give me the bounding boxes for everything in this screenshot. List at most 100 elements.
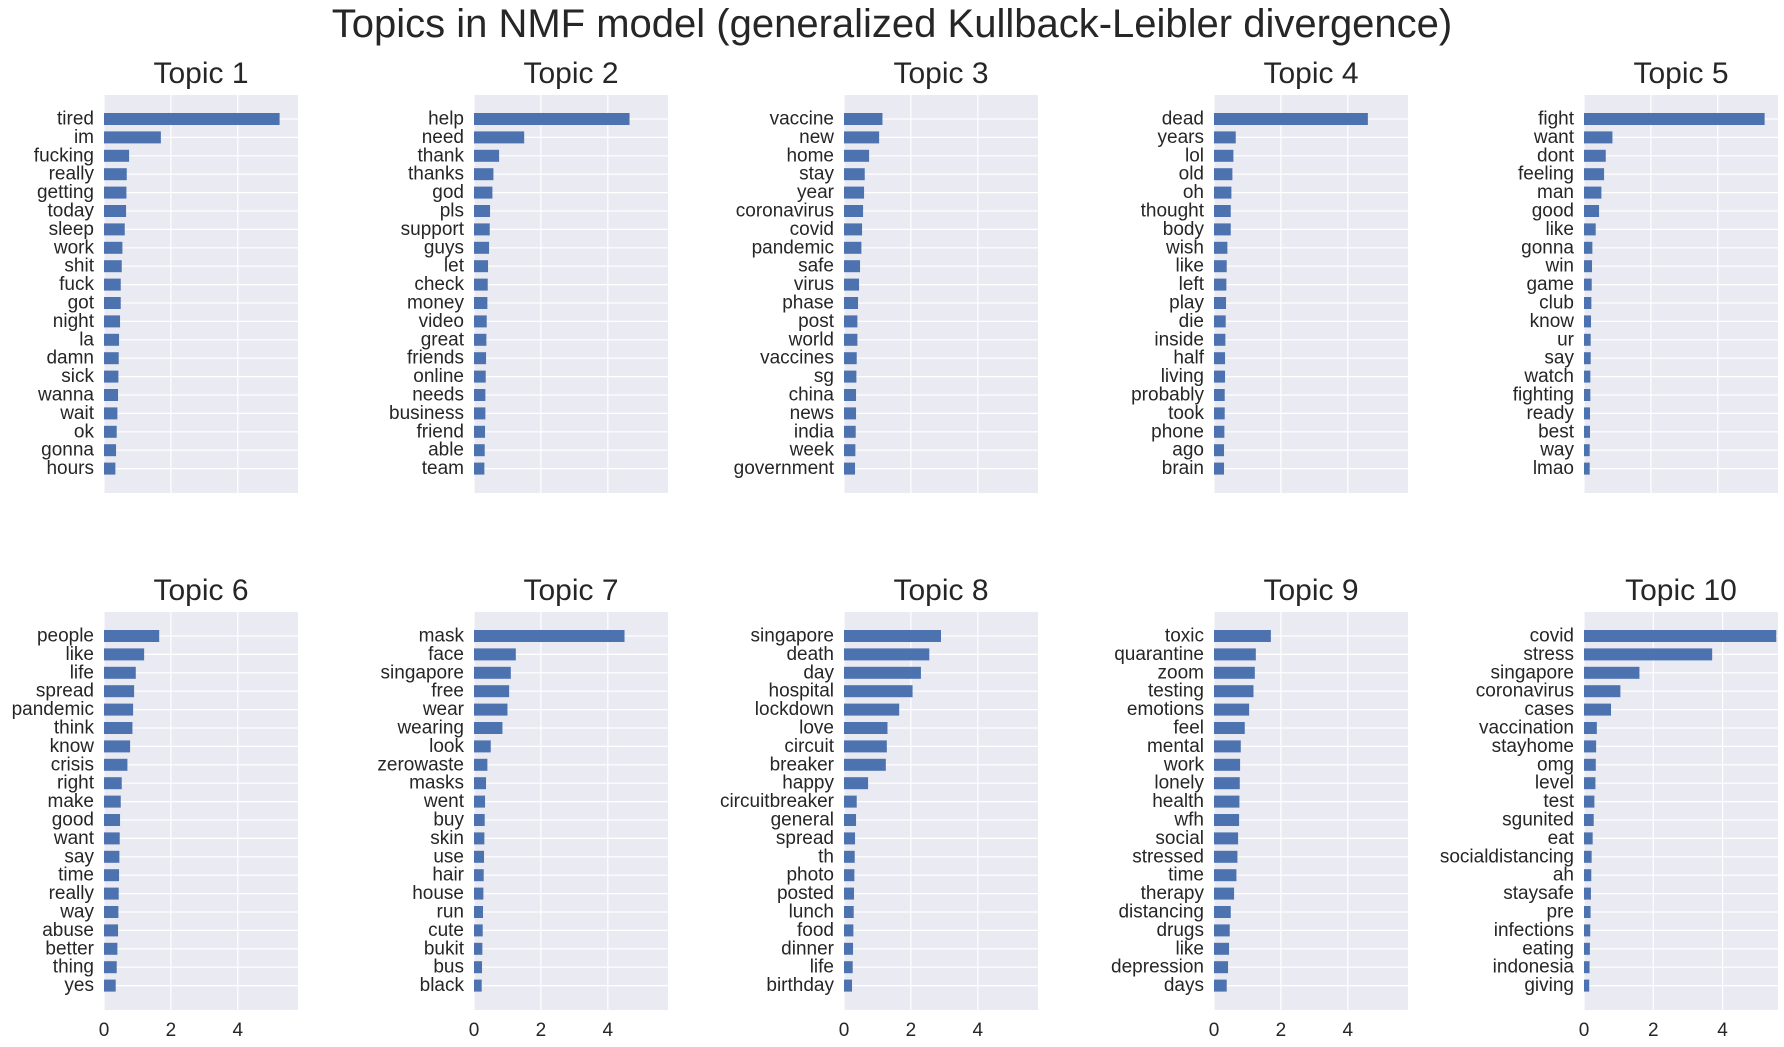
bar: [104, 869, 120, 882]
word-label: like: [1175, 256, 1204, 277]
word-label: spread: [776, 828, 834, 849]
word-label: old: [1179, 164, 1204, 185]
bar: [104, 407, 118, 420]
word-label: ok: [74, 421, 95, 442]
word-label: singapore: [751, 626, 834, 647]
bar: [1584, 979, 1590, 992]
word-label: masks: [409, 773, 464, 794]
word-label: brain: [1162, 458, 1204, 479]
bar: [1584, 648, 1713, 661]
word-label: breaker: [770, 754, 835, 775]
word-label: eat: [1548, 828, 1575, 849]
bar: [844, 186, 865, 199]
bar: [844, 814, 857, 826]
word-label: game: [1526, 274, 1574, 295]
bar: [1214, 906, 1231, 918]
word-label: life: [70, 662, 94, 683]
bar: [1584, 186, 1602, 199]
bar: [1214, 425, 1225, 438]
bar: [1214, 648, 1256, 661]
bar: [1214, 278, 1227, 291]
axes-background: [1214, 95, 1408, 493]
bar: [844, 425, 856, 438]
word-label: like: [1545, 219, 1574, 240]
word-label: black: [420, 975, 465, 996]
bar: [1214, 777, 1240, 790]
bar: [474, 407, 486, 420]
word-label: mental: [1147, 736, 1204, 757]
word-label: posted: [777, 883, 834, 904]
word-label: world: [788, 329, 834, 350]
bar: [104, 168, 127, 181]
word-label: bus: [433, 957, 464, 978]
bar: [1214, 869, 1237, 882]
bar: [104, 149, 130, 162]
word-label: time: [58, 865, 94, 886]
word-label: look: [429, 736, 464, 757]
bar: [474, 149, 500, 162]
word-label: wish: [1165, 237, 1204, 258]
bar: [474, 887, 484, 900]
bar: [1214, 832, 1239, 845]
word-label: social: [1155, 828, 1204, 849]
bar: [104, 814, 121, 826]
word-label: love: [799, 718, 834, 739]
bar: [844, 887, 855, 900]
word-label: buy: [433, 810, 464, 831]
bar: [1584, 795, 1595, 808]
bar: [844, 407, 857, 420]
word-label: covid: [790, 219, 834, 240]
word-label: friends: [407, 348, 464, 369]
word-label: work: [53, 237, 95, 258]
bar: [474, 924, 483, 937]
bar: [474, 186, 493, 199]
word-label: level: [1535, 773, 1574, 794]
word-label: eating: [1522, 938, 1574, 959]
bar: [104, 685, 135, 698]
bar: [104, 942, 118, 955]
topic-panel-9: toxicquarantinezoomtestingemotionsfeelme…: [1111, 574, 1408, 1041]
panel-title: Topic 8: [893, 574, 988, 607]
bar: [104, 352, 119, 365]
word-label: team: [422, 458, 464, 479]
bar: [474, 352, 487, 365]
bar: [474, 113, 630, 125]
bar: [104, 666, 136, 679]
bar: [1584, 869, 1592, 882]
word-label: want: [1533, 127, 1575, 148]
word-label: fuck: [59, 274, 94, 295]
word-label: ago: [1172, 440, 1204, 461]
bar: [1214, 685, 1254, 698]
topic-panel-6: peoplelikelifespreadpandemicthinkknowcri…: [12, 574, 298, 1041]
word-label: great: [421, 329, 465, 350]
panel-title: Topic 10: [1625, 574, 1737, 607]
word-label: fight: [1538, 109, 1575, 130]
bar: [474, 832, 485, 845]
word-label: support: [401, 219, 465, 240]
word-label: zerowaste: [377, 754, 464, 775]
word-label: infections: [1494, 920, 1574, 941]
topic-panel-1: tiredimfuckingreallygettingtodaysleepwor…: [34, 57, 298, 493]
bar: [1584, 223, 1596, 236]
bar: [1214, 795, 1240, 808]
word-label: stay: [799, 164, 834, 185]
bar: [1214, 703, 1250, 716]
word-label: thanks: [408, 164, 464, 185]
bar: [844, 444, 856, 457]
word-label: socialdistancing: [1440, 846, 1574, 867]
word-label: singapore: [381, 662, 464, 683]
word-label: way: [59, 902, 94, 923]
word-label: thing: [53, 957, 94, 978]
word-label: gonna: [1521, 237, 1574, 258]
word-label: days: [1164, 975, 1204, 996]
bar: [104, 223, 125, 236]
bar: [1214, 370, 1226, 383]
bar: [1214, 149, 1234, 162]
bar: [474, 131, 525, 144]
word-label: win: [1544, 256, 1574, 277]
bar: [1584, 260, 1593, 273]
bar: [104, 630, 160, 642]
word-label: left: [1179, 274, 1205, 295]
bar: [104, 131, 161, 144]
bar: [1584, 444, 1590, 457]
